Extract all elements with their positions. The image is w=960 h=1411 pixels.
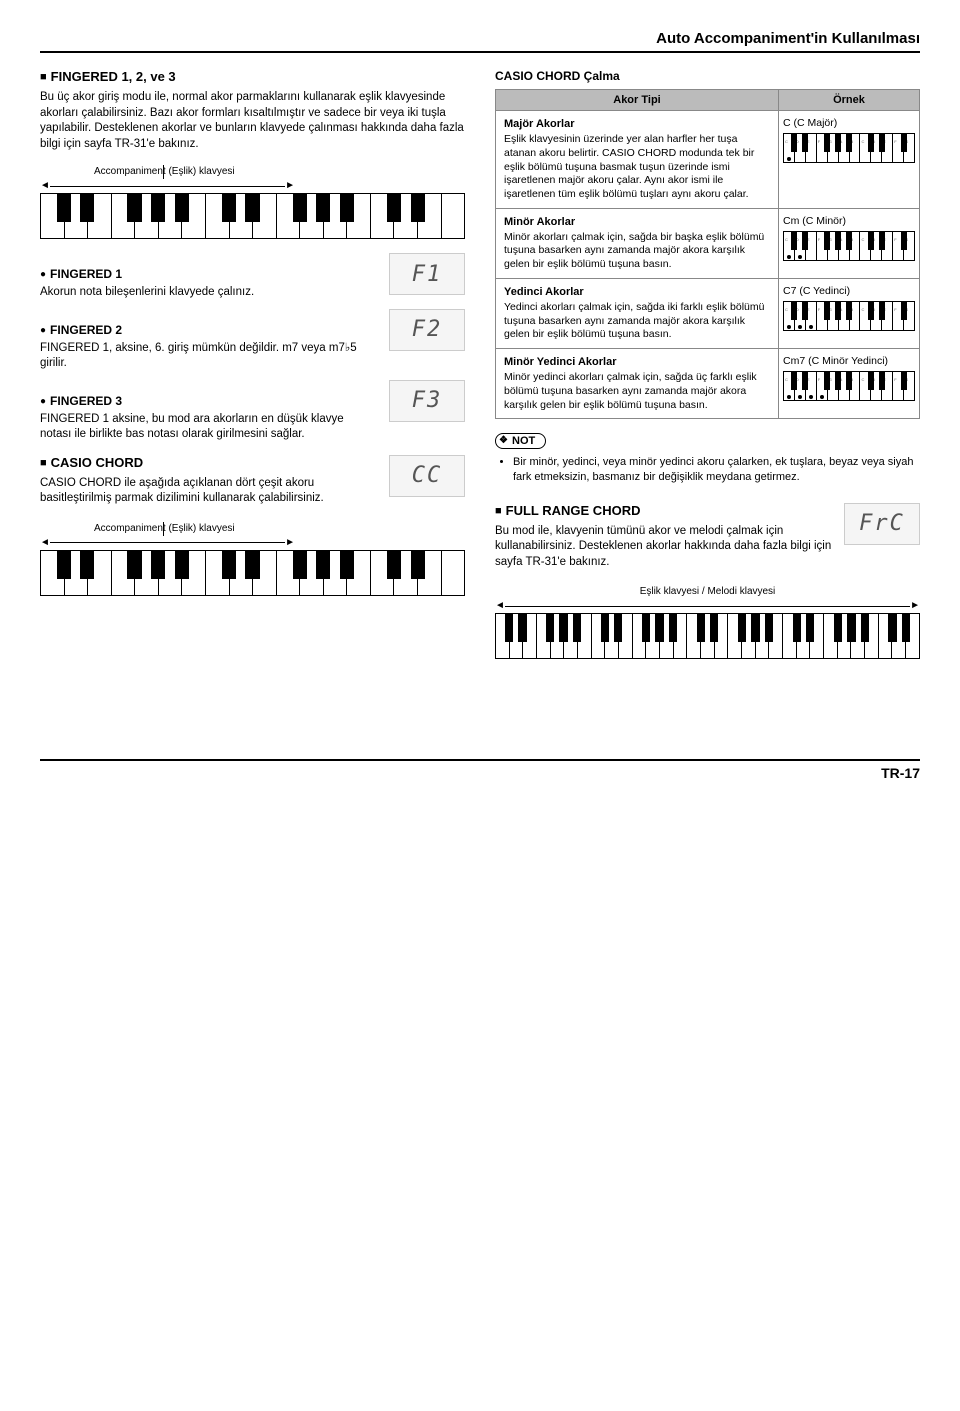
th-akor-tipi: Akor Tipi: [496, 90, 779, 110]
keyboard-full: ◄►: [495, 601, 920, 659]
chord-example-label: C (C Majör): [783, 117, 915, 129]
casio-chord-table-title: CASIO CHORD Çalma: [495, 69, 920, 83]
chord-desc: Minör akorları çalmak için, sağda bir ba…: [504, 231, 770, 272]
lcd-frc: FrC: [844, 503, 920, 545]
chord-row: Minör Akorlar Minör akorları çalmak için,…: [496, 208, 919, 278]
f2-text: FINGERED 1, aksine, 6. giriş mümkün deği…: [40, 341, 377, 372]
keyboard-accompaniment-2: ◄►: [40, 538, 465, 596]
sub-f1: FINGERED 1: [40, 267, 377, 281]
chord-name: Majör Akorlar: [504, 117, 770, 131]
note-text: Bir minör, yedinci, veya minör yedinci a…: [513, 455, 920, 485]
lcd-f2: F2: [389, 309, 465, 351]
chord-table: Akor Tipi Örnek Majör Akorlar Eşlik klavy…: [495, 89, 920, 419]
f3-text: FINGERED 1 aksine, bu mod ara akorların …: [40, 412, 377, 443]
section-fingered123: FINGERED 1, 2, ve 3: [40, 69, 465, 84]
lcd-f1: F1: [389, 253, 465, 295]
chord-name: Minör Yedinci Akorlar: [504, 355, 770, 369]
chord-desc: Minör yedinci akorları çalmak için, sağd…: [504, 371, 770, 412]
chord-row: Minör Yedinci Akorlar Minör yedinci akorl…: [496, 348, 919, 418]
chord-example-label: C7 (C Yedinci): [783, 285, 915, 297]
chord-name: Yedinci Akorlar: [504, 285, 770, 299]
chord-row: Yedinci Akorlar Yedinci akorları çalmak i…: [496, 278, 919, 348]
full-range-text: Bu mod ile, klavyenin tümünü akor ve mel…: [495, 524, 832, 571]
sub-f3: FINGERED 3: [40, 394, 377, 408]
chord-desc: Yedinci akorları çalmak için, sağda iki …: [504, 301, 770, 342]
kbd-caption-2: Accompaniment (Eşlik) klavyesi: [94, 523, 465, 534]
casio-text: CASIO CHORD ile aşağıda açıklanan dört ç…: [40, 476, 377, 507]
section-full-range: FULL RANGE CHORD: [495, 503, 832, 518]
chord-name: Minör Akorlar: [504, 215, 770, 229]
fingered123-text: Bu üç akor giriş modu ile, normal akor p…: [40, 90, 465, 152]
f1-text: Akorun nota bileşenlerini klavyede çalın…: [40, 285, 377, 301]
chord-row: Majör Akorlar Eşlik klavyesinin üzerinde …: [496, 110, 919, 208]
lcd-cc: CC: [389, 455, 465, 497]
chord-example-label: Cm7 (C Minör Yedinci): [783, 355, 915, 367]
th-ornek: Örnek: [779, 90, 919, 110]
chord-desc: Eşlik klavyesinin üzerinde yer alan harf…: [504, 133, 770, 201]
page-header: Auto Accompaniment'in Kullanılması: [40, 30, 920, 53]
kbd-caption-1: Accompaniment (Eşlik) klavyesi: [94, 166, 465, 177]
keyboard-accompaniment-1: ◄►: [40, 181, 465, 239]
chord-example-label: Cm (C Minör): [783, 215, 915, 227]
lcd-f3: F3: [389, 380, 465, 422]
page-footer: TR-17: [40, 759, 920, 781]
sub-f2: FINGERED 2: [40, 323, 377, 337]
section-casio: CASIO CHORD: [40, 455, 377, 470]
full-kbd-caption: Eşlik klavyesi / Melodi klavyesi: [495, 586, 920, 597]
note-tag: NOT: [495, 433, 546, 449]
note-box: NOT Bir minör, yedinci, veya minör yedin…: [495, 433, 920, 485]
